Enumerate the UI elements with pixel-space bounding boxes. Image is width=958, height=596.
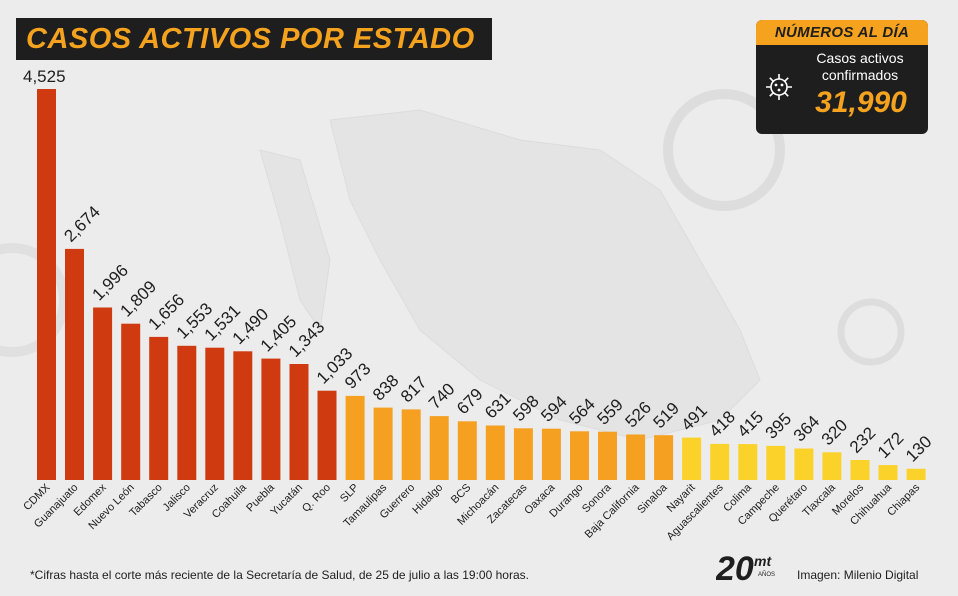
value-label-17: 598: [509, 392, 542, 425]
value-label-21: 526: [621, 398, 654, 431]
bar-15: [457, 421, 477, 480]
bar-0: [37, 89, 56, 480]
summary-heading: NÚMEROS AL DÍA: [756, 20, 928, 45]
bar-25: [738, 444, 758, 480]
category-label-14: Hidalgo: [410, 482, 445, 517]
value-label-23: 491: [677, 401, 710, 434]
title-bar: CASOS ACTIVOS POR ESTADO: [16, 18, 492, 60]
bar-14: [429, 416, 449, 480]
virus-icon: [766, 74, 792, 100]
summary-label-line2: confirmados: [821, 67, 899, 83]
value-label-16: 631: [481, 389, 514, 422]
bar-3: [121, 323, 141, 480]
value-label-25: 415: [734, 407, 767, 440]
bar-2: [93, 307, 113, 480]
bar-8: [261, 358, 281, 480]
bar-17: [513, 428, 533, 480]
value-label-22: 519: [649, 399, 682, 432]
bar-31: [906, 468, 926, 480]
value-label-15: 679: [453, 385, 486, 418]
bar-13: [401, 409, 421, 480]
value-label-27: 364: [790, 412, 823, 445]
bar-23: [682, 437, 702, 480]
bar-5: [177, 345, 197, 480]
page-title: CASOS ACTIVOS POR ESTADO: [26, 22, 475, 55]
value-label-12: 838: [369, 371, 402, 404]
value-label-31: 130: [902, 432, 935, 465]
bar-28: [822, 452, 842, 480]
value-label-19: 564: [565, 395, 598, 428]
value-label-20: 559: [593, 395, 626, 428]
value-label-30: 172: [874, 428, 907, 461]
image-credit: Imagen: Milenio Digital: [797, 568, 919, 582]
category-label-15: BCS: [449, 482, 473, 506]
bar-20: [598, 431, 617, 480]
value-label-29: 232: [846, 423, 879, 456]
bar-16: [485, 425, 505, 480]
bar-19: [570, 431, 589, 480]
bar-12: [373, 407, 393, 480]
category-label-11: SLP: [338, 482, 361, 505]
value-label-26: 395: [762, 409, 795, 442]
bar-24: [710, 443, 730, 480]
bar-29: [850, 460, 870, 480]
bar-6: [205, 347, 225, 480]
value-label-18: 594: [537, 392, 570, 425]
bar-27: [794, 448, 814, 480]
logo-sub: AÑOS: [758, 571, 775, 578]
bar-7: [233, 351, 253, 480]
summary-value: 31,990: [815, 86, 907, 119]
summary-label-line1: Casos activos: [816, 50, 904, 66]
logo-number: 20: [716, 550, 754, 586]
bar-1: [65, 248, 84, 480]
summary-label: Casos activos confirmados: [798, 50, 922, 84]
logo-brand: mt: [754, 553, 772, 569]
bar-10: [317, 390, 337, 480]
milenio-20-logo: 20 mt AÑOS: [716, 550, 775, 586]
value-label-0: 4,525: [23, 67, 66, 86]
bar-22: [654, 435, 674, 480]
category-label-22: Sinaloa: [635, 481, 670, 516]
bar-26: [766, 445, 786, 480]
bar-30: [878, 465, 898, 480]
bar-18: [541, 428, 561, 480]
summary-box: NÚMEROS AL DÍA Casos activos confirmados…: [756, 20, 928, 134]
value-label-24: 418: [706, 407, 739, 440]
value-label-14: 740: [425, 379, 458, 412]
bar-4: [149, 336, 169, 480]
bar-21: [626, 434, 646, 480]
value-label-1: 2,674: [60, 202, 104, 246]
footnote: *Cifras hasta el corte más reciente de l…: [30, 568, 529, 582]
category-label-10: Q. Roo: [300, 482, 333, 515]
bar-11: [345, 395, 365, 480]
bar-9: [289, 364, 309, 480]
